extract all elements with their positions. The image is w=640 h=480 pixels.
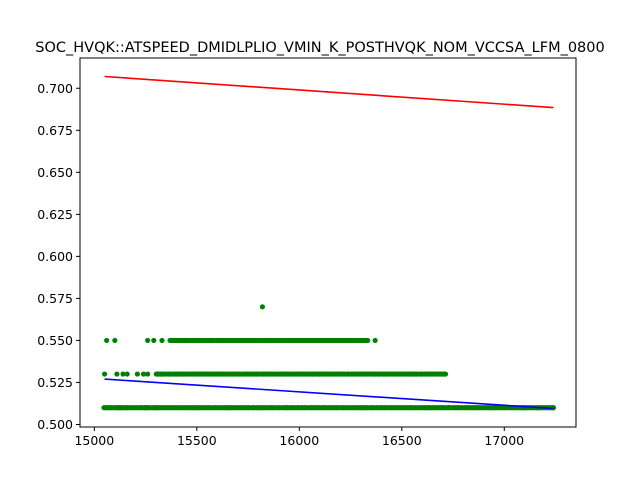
scatter-point — [124, 371, 130, 377]
scatter-point — [140, 371, 147, 377]
chart-axes: 15000 15500 16000 16500 17000 0.500 0.525 0.550… — [37, 81, 524, 448]
scatter-point — [104, 337, 110, 344]
y-tick-label: 0.550 — [37, 333, 73, 348]
scatter-point — [145, 405, 151, 411]
y-tick-label: 0.700 — [37, 81, 73, 96]
y-tick-label: 0.650 — [37, 165, 73, 180]
scatter-point — [145, 337, 151, 344]
scatter-point-outlier — [259, 304, 266, 310]
plot-frame — [79, 57, 577, 428]
scatter-point — [124, 405, 130, 411]
y-tick-label: 0.575 — [37, 291, 73, 306]
scatter-point — [114, 371, 120, 377]
scatter-point — [102, 371, 108, 377]
scatter-point — [134, 371, 140, 377]
y-tick-label: 0.600 — [37, 249, 73, 264]
scatter-point — [118, 405, 124, 411]
blue-trend-line — [104, 378, 554, 410]
scatter-point — [365, 337, 371, 344]
x-tick-label: 17000 — [484, 433, 524, 448]
x-tick-label: 15500 — [177, 433, 217, 448]
y-tick-label: 0.525 — [37, 375, 73, 390]
x-tick-label: 15000 — [74, 433, 114, 448]
y-tick-label: 0.500 — [37, 417, 73, 432]
y-tick-label: 0.675 — [37, 123, 73, 138]
scatter-band — [104, 337, 378, 344]
scatter-point — [372, 337, 378, 344]
scatter-point — [145, 371, 151, 377]
chart-marks — [101, 75, 557, 411]
scatter-point — [120, 371, 126, 377]
y-tick-label: 0.625 — [37, 207, 73, 222]
x-tick-label: 16000 — [279, 433, 319, 448]
scatter-point — [442, 371, 449, 377]
scatter-band — [101, 405, 557, 411]
chart-title: SOC_HVQK::ATSPEED_DMIDLPLIO_VMIN_K_POSTH… — [35, 40, 605, 56]
scatter-point — [151, 337, 157, 344]
scatter-point — [112, 337, 118, 344]
x-tick-label: 16500 — [382, 433, 422, 448]
scatter-point — [153, 405, 159, 411]
red-trend-line — [104, 75, 554, 109]
scatter-band — [102, 371, 449, 377]
scatter-point — [104, 405, 110, 411]
scatter-point — [159, 337, 165, 344]
